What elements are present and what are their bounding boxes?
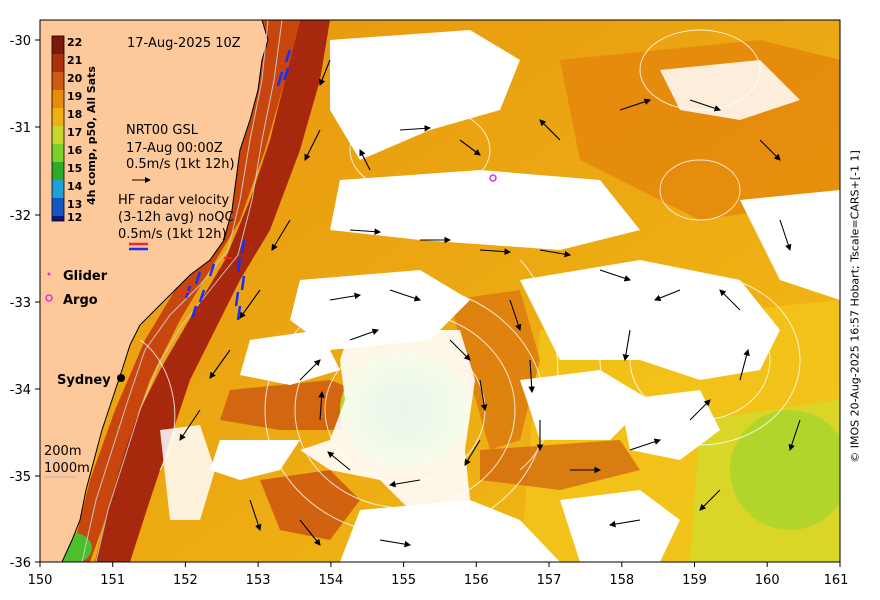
colorbar-swatch xyxy=(52,90,64,108)
isobath-deep-label: 1000m xyxy=(44,461,90,476)
glider-legend-marker xyxy=(47,272,51,276)
argo-legend-marker xyxy=(45,294,53,302)
colorbar-swatch xyxy=(52,126,64,144)
x-tick-label: 153 xyxy=(246,573,271,588)
x-tick-label: 155 xyxy=(391,573,416,588)
colorbar-frame xyxy=(51,35,65,222)
colorbar-swatch xyxy=(52,216,64,221)
axis-ticks xyxy=(35,39,841,567)
radar-legend-line: HF radar velocity xyxy=(118,193,230,208)
x-tick-label: 158 xyxy=(609,573,634,588)
cloud-gaps xyxy=(160,30,840,562)
colorbar-tick: 17 xyxy=(67,126,82,139)
glider-label: Glider xyxy=(63,269,108,284)
current-vectors xyxy=(179,59,801,548)
colorbar-tick: 19 xyxy=(67,90,82,103)
colorbar-swatch xyxy=(52,198,64,216)
radar-legend-line: 0.5m/s (1kt 12h) xyxy=(118,227,227,242)
x-tick-label: 156 xyxy=(464,573,489,588)
x-tick-label: 160 xyxy=(755,573,780,588)
y-axis-labels: -30 -31 -32 -33 -34 -35 -36 xyxy=(10,34,31,571)
colorbar-swatch xyxy=(52,162,64,180)
y-tick-label: -31 xyxy=(10,121,31,136)
colorbar-swatch xyxy=(52,108,64,126)
colorbar-tick: 16 xyxy=(67,144,83,157)
x-tick-label: 151 xyxy=(100,573,125,588)
colorbar-tick: 20 xyxy=(67,72,83,85)
x-tick-label: 152 xyxy=(173,573,198,588)
colorbar-labels: 22 21 20 19 18 17 16 15 14 13 12 xyxy=(67,36,83,224)
y-tick-label: -35 xyxy=(10,470,31,485)
sst-field xyxy=(40,20,840,562)
y-tick-label: -30 xyxy=(10,34,31,49)
y-tick-label: -33 xyxy=(10,296,31,311)
argo-float-marker xyxy=(489,174,497,182)
colorbar-tick: 14 xyxy=(67,180,83,193)
credit-text: © IMOS 20-Aug-2025 16:57 Hobart; Tscale=… xyxy=(848,150,862,463)
colorbar-swatch xyxy=(52,54,64,72)
y-tick-label: -34 xyxy=(10,383,31,398)
east-australian-current xyxy=(95,20,330,562)
model-time: 17-Aug 00:00Z xyxy=(126,141,223,156)
model-source: NRT00 GSL xyxy=(126,123,199,138)
x-axis-labels: 150 151 152 153 154 155 156 157 158 159 … xyxy=(28,573,849,588)
colorbar-tick: 21 xyxy=(67,54,82,67)
x-tick-label: 159 xyxy=(682,573,707,588)
hf-radar-strong-vectors xyxy=(180,257,232,293)
warm-filament xyxy=(480,440,640,490)
platform-legend: Glider Argo xyxy=(45,269,108,308)
colorbar-swatch xyxy=(52,180,64,198)
colorbar-tick: 12 xyxy=(67,211,82,224)
colorbar-tick: 22 xyxy=(67,36,82,49)
cool-water-patch xyxy=(730,410,840,530)
colorbar-tick: 13 xyxy=(67,198,82,211)
colorbar-tick: 18 xyxy=(67,108,82,121)
land-mass xyxy=(40,20,269,562)
colorbar-swatch xyxy=(52,36,64,54)
x-tick-label: 157 xyxy=(537,573,562,588)
colorbar-swatch xyxy=(52,144,64,162)
isobath-shallow-label: 200m xyxy=(44,444,81,459)
city-label: Sydney xyxy=(57,373,111,388)
model-scale: 0.5m/s (1kt 12h) xyxy=(126,157,235,172)
colorbar: 22 21 20 19 18 17 16 15 14 13 12 4h comp… xyxy=(51,35,98,224)
timestamp: 17-Aug-2025 10Z xyxy=(127,36,241,51)
plot-frame xyxy=(39,19,841,563)
colorbar-title: 4h comp, p50, All Sats xyxy=(85,66,98,205)
radar-legend: HF radar velocity (3-12h avg) noQC 0.5m/… xyxy=(118,193,234,251)
y-tick-label: -32 xyxy=(10,209,31,224)
argo-label: Argo xyxy=(63,293,98,308)
sydney-marker xyxy=(117,374,125,382)
hf-radar-vectors xyxy=(184,49,292,321)
y-tick-label: -36 xyxy=(10,556,31,571)
radar-legend-line: (3-12h avg) noQC xyxy=(118,210,234,225)
x-tick-label: 161 xyxy=(824,573,849,588)
colorbar-tick: 15 xyxy=(67,162,82,175)
isobath-legend: 200m 1000m xyxy=(44,444,90,478)
colorbar-swatch xyxy=(52,72,64,90)
x-tick-label: 154 xyxy=(318,573,343,588)
warm-filament xyxy=(260,470,360,540)
model-legend: NRT00 GSL 17-Aug 00:00Z 0.5m/s (1kt 12h) xyxy=(126,123,235,183)
x-tick-label: 150 xyxy=(28,573,53,588)
